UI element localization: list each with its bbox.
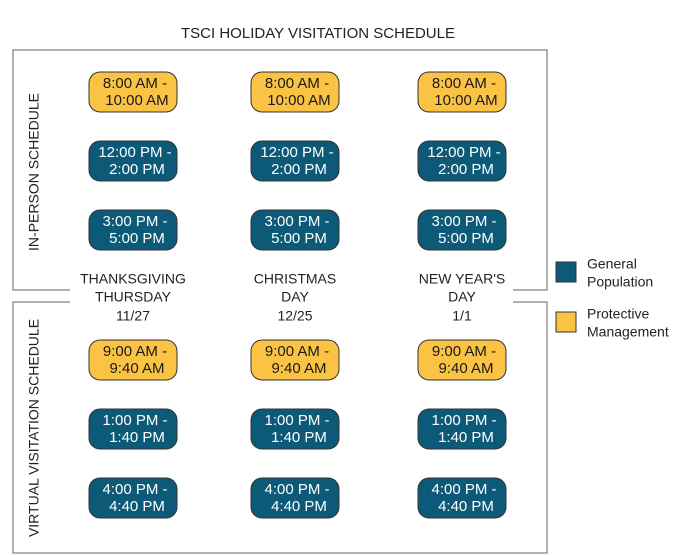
time-text: 10:00 AM [434,92,497,109]
time-text: 1:00 PM - [102,412,167,429]
time-slot [250,140,340,182]
time-slot [88,209,178,251]
time-text: 4:40 PM [438,498,494,515]
time-text: 1:40 PM [438,429,494,446]
day-name: THANKSGIVING [80,271,186,287]
time-slot [250,71,340,113]
time-slot [250,209,340,251]
time-text: 3:00 PM - [264,213,329,230]
time-text: 5:00 PM [271,230,327,247]
time-text: 3:00 PM - [431,213,496,230]
day-name: DAY [281,289,309,305]
in-person-box [12,49,548,291]
time-slot [88,408,178,450]
time-slot [417,408,507,450]
time-text: 1:40 PM [109,429,165,446]
day-name: CHRISTMAS [254,271,336,287]
day-name: DAY [448,289,476,305]
time-text: 9:00 AM - [103,343,167,360]
legend-swatch [555,311,577,333]
time-slot [417,209,507,251]
time-text: 4:00 PM - [264,481,329,498]
time-text: 2:00 PM [438,161,494,178]
time-slot [250,408,340,450]
time-text: 8:00 AM - [265,75,329,92]
time-text: 1:00 PM - [431,412,496,429]
title: TSCI HOLIDAY VISITATION SCHEDULE [181,25,455,42]
day-date: 11/27 [116,308,150,324]
time-text: 8:00 AM - [432,75,496,92]
legend-swatch [555,261,577,283]
time-text: 4:00 PM - [431,481,496,498]
legend-text: Population [587,274,653,290]
time-slot [250,339,340,381]
time-text: 1:00 PM - [264,412,329,429]
virtual-box [12,301,548,554]
time-text: 9:00 AM - [432,343,496,360]
time-text: 5:00 PM [109,230,165,247]
time-slot [88,339,178,381]
time-text: 9:40 AM [109,360,164,377]
time-text: 8:00 AM - [103,75,167,92]
time-text: 9:40 AM [271,360,326,377]
time-text: 10:00 AM [105,92,168,109]
time-text: 9:40 AM [438,360,493,377]
time-text: 12:00 PM - [427,144,500,161]
day-name: NEW YEAR'S [419,271,505,287]
time-text: 12:00 PM - [260,144,333,161]
time-text: 12:00 PM - [98,144,171,161]
time-text: 9:00 AM - [265,343,329,360]
time-text: 4:40 PM [271,498,327,515]
legend-text: General [587,256,637,272]
time-slot [417,339,507,381]
time-text: 1:40 PM [271,429,327,446]
time-text: 2:00 PM [109,161,165,178]
time-slot [417,477,507,519]
time-text: 5:00 PM [438,230,494,247]
time-text: 4:40 PM [109,498,165,515]
section-label: IN-PERSON SCHEDULE [26,93,42,251]
time-slot [88,140,178,182]
legend-text: Protective [587,306,649,322]
time-slot [88,477,178,519]
time-slot [417,140,507,182]
day-date: 1/1 [452,308,472,324]
section-label: VIRTUAL VISITATION SCHEDULE [26,319,42,537]
time-text: 2:00 PM [271,161,327,178]
time-text: 4:00 PM - [102,481,167,498]
day-date: 12/25 [277,308,312,324]
time-slot [88,71,178,113]
time-text: 3:00 PM - [102,213,167,230]
time-text: 10:00 AM [267,92,330,109]
time-slot [417,71,507,113]
time-slot [250,477,340,519]
day-name: THURSDAY [95,289,172,305]
legend-text: Management [587,324,669,340]
